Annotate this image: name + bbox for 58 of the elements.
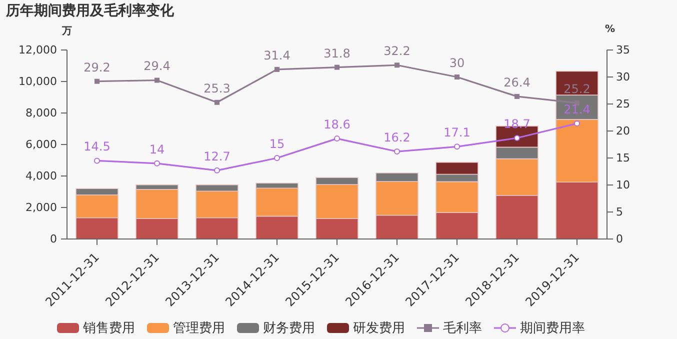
y-tick-label: 6,000: [26, 138, 57, 151]
legend-label: 毛利率: [442, 320, 482, 337]
y-tick-label: 12,000: [18, 44, 57, 56]
point: [274, 155, 280, 161]
point: [394, 62, 400, 68]
data-label: 14.5: [84, 140, 110, 154]
data-label: 21.4: [564, 102, 590, 116]
y-tick-label: 10,000: [18, 75, 57, 88]
data-label: 15: [269, 137, 285, 151]
y2-tick-label: 5: [616, 206, 623, 218]
data-label: 17.1: [444, 126, 470, 140]
point: [334, 64, 340, 70]
data-label: 32.2: [384, 44, 410, 58]
data-label: 14: [149, 142, 165, 156]
y2-tick-label: 15: [616, 152, 630, 164]
y2-tick-label: 35: [616, 44, 630, 56]
point: [334, 136, 340, 142]
point: [214, 167, 220, 174]
point: [454, 74, 460, 80]
y-tick-label: 0: [50, 232, 57, 246]
legend-label: 管理费用: [172, 320, 225, 337]
point: [154, 160, 160, 166]
y-tick-label: 2,000: [26, 201, 57, 214]
point: [514, 135, 520, 142]
data-label: 16.2: [384, 130, 410, 145]
y2-tick-label: 25: [616, 98, 630, 110]
data-label: 31.8: [324, 46, 350, 60]
data-label: 25.3: [204, 81, 230, 96]
y2-tick-label: 30: [616, 70, 630, 84]
data-label: 30: [449, 56, 465, 70]
y2-axis-title: %: [605, 24, 616, 35]
data-label: 26.4: [504, 75, 530, 90]
data-label: 31.4: [264, 48, 290, 62]
point: [214, 100, 220, 105]
data-label: 25.2: [564, 82, 590, 96]
point: [394, 148, 400, 155]
point: [154, 78, 160, 83]
data-label: 29.4: [144, 59, 170, 74]
legend-label: 期间费用率: [519, 320, 585, 337]
legend-label: 销售费用: [82, 320, 135, 337]
y2-tick-label: 20: [616, 124, 630, 138]
y2-tick-label: 0: [616, 232, 623, 246]
legend-label: 研发费用: [352, 320, 405, 337]
point: [574, 120, 580, 126]
point: [274, 66, 280, 72]
point: [94, 78, 100, 84]
chart-title: 历年期间费用及毛利率变化: [6, 2, 174, 20]
legend-label: 财务费用: [262, 320, 315, 337]
y-tick-label: 4,000: [26, 170, 57, 182]
data-label: 18.6: [324, 118, 350, 132]
y2-tick-label: 10: [616, 178, 630, 192]
y-tick-label: 8,000: [26, 106, 57, 120]
point: [94, 158, 100, 164]
point: [514, 94, 520, 99]
point: [454, 144, 460, 150]
y-axis-title: 万: [62, 25, 72, 38]
data-label: 29.2: [84, 60, 110, 74]
data-label: 12.7: [204, 149, 230, 164]
